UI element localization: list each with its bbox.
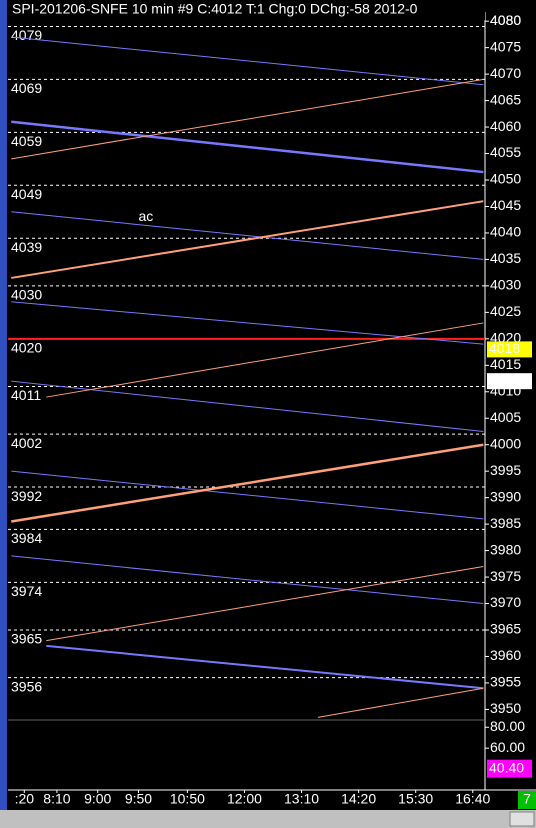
y-tick-label: 4055 (490, 144, 521, 160)
x-tick-label: :20 (15, 791, 35, 807)
y-tick-label: 4075 (490, 38, 521, 54)
y-tick-label: 4080 (490, 12, 521, 28)
y-tick-label: 4065 (490, 91, 521, 107)
level-label: 3992 (11, 488, 42, 504)
title-alert: DChg:-58 (310, 1, 370, 17)
y-tick-label: 4080 (490, 12, 521, 28)
y-tick-label: 4040 (490, 224, 521, 240)
x-tick-label: 9:00 (84, 791, 111, 807)
trend-line (46, 322, 484, 398)
x-tick-label: 15:30 (398, 791, 433, 807)
level-label: 4002 (11, 435, 42, 451)
trend-line (46, 644, 484, 690)
y-tick-label: 3950 (490, 700, 521, 716)
y-tick-label: 3975 (490, 568, 521, 584)
title-bar: SPI-201206-SNFE 10 min #9 C:4012 T:1 Chg… (8, 0, 485, 20)
y-tick-label: 3955 (490, 674, 521, 690)
y-tick-label: 4015 (490, 356, 521, 372)
price-marker-label: 4012 (489, 372, 520, 388)
y-tick-label: 4060 (490, 118, 521, 134)
annotation: ac (138, 208, 153, 224)
trend-line (11, 301, 484, 345)
y-tick-label: 4000 (490, 435, 521, 451)
level-label: 4079 (11, 27, 42, 43)
indicator-marker (487, 759, 532, 778)
y-tick-label: 3960 (490, 647, 521, 663)
y-tick-label: 4030 (490, 277, 521, 293)
level-label: 3984 (11, 530, 42, 546)
y-tick-label: 3985 (490, 515, 521, 531)
x-tick-label: 16:40 (455, 791, 490, 807)
trend-line (11, 555, 484, 605)
trend-line (11, 443, 484, 523)
title-clip (485, 0, 536, 12)
y-tick-label: 3995 (490, 462, 521, 478)
y-tick-label: 4070 (490, 65, 521, 81)
trend-line (11, 470, 484, 520)
y-tick-label: 4025 (490, 303, 521, 319)
level-label: 4049 (11, 186, 42, 202)
level-label: 4059 (11, 133, 42, 149)
x-tick-label: 9:50 (125, 791, 152, 807)
trend-line (11, 78, 484, 160)
status-count: 7 (523, 791, 531, 807)
level-label: 3974 (11, 583, 42, 599)
scrollbar[interactable] (0, 810, 536, 828)
trend-line (11, 120, 484, 174)
y-tick-label: 4005 (490, 409, 521, 425)
trend-line (11, 211, 484, 260)
y-tick-label: 3965 (490, 621, 521, 637)
window-border (0, 0, 7, 810)
y-tick-label: 4035 (490, 250, 521, 266)
level-label: 3965 (11, 631, 42, 647)
title-bg (8, 0, 485, 20)
price-marker-label: 4018 (489, 340, 520, 356)
trend-line (11, 36, 484, 86)
x-tick-label: 8:10 (43, 791, 70, 807)
y-tick-label: 3980 (490, 541, 521, 557)
trend-line (46, 565, 484, 642)
scroll-thumb[interactable] (509, 811, 535, 827)
title-suffix: 2012-0 (374, 1, 418, 17)
chart-title: SPI-201206-SNFE 10 min #9 C:4012 T:1 Chg… (12, 1, 306, 17)
x-tick-label: 13:10 (284, 791, 319, 807)
x-tick-label: 12:00 (227, 791, 262, 807)
indicator-label: 40.40 (489, 759, 524, 775)
y-tick-label: 4050 (490, 171, 521, 187)
y-tick-label: 3990 (490, 488, 521, 504)
y-tick-label: 4045 (490, 197, 521, 213)
x-tick-label: 10:50 (170, 791, 205, 807)
level-label: 4030 (11, 287, 42, 303)
price-marker (487, 373, 532, 390)
level-label: 3956 (11, 678, 42, 694)
status-box (518, 791, 536, 809)
level-label: 4069 (11, 80, 42, 96)
level-label: 4039 (11, 239, 42, 255)
level-label: 4011 (11, 387, 41, 403)
price-marker (487, 341, 532, 358)
level-label: 4020 (11, 340, 42, 356)
y2-tick-label: 60.00 (490, 739, 525, 755)
y2-tick-label: 80.00 (490, 718, 525, 734)
trend-line (11, 200, 484, 279)
y-tick-label: 3970 (490, 594, 521, 610)
x-tick-label: 14:20 (341, 791, 376, 807)
trend-line (317, 687, 484, 718)
